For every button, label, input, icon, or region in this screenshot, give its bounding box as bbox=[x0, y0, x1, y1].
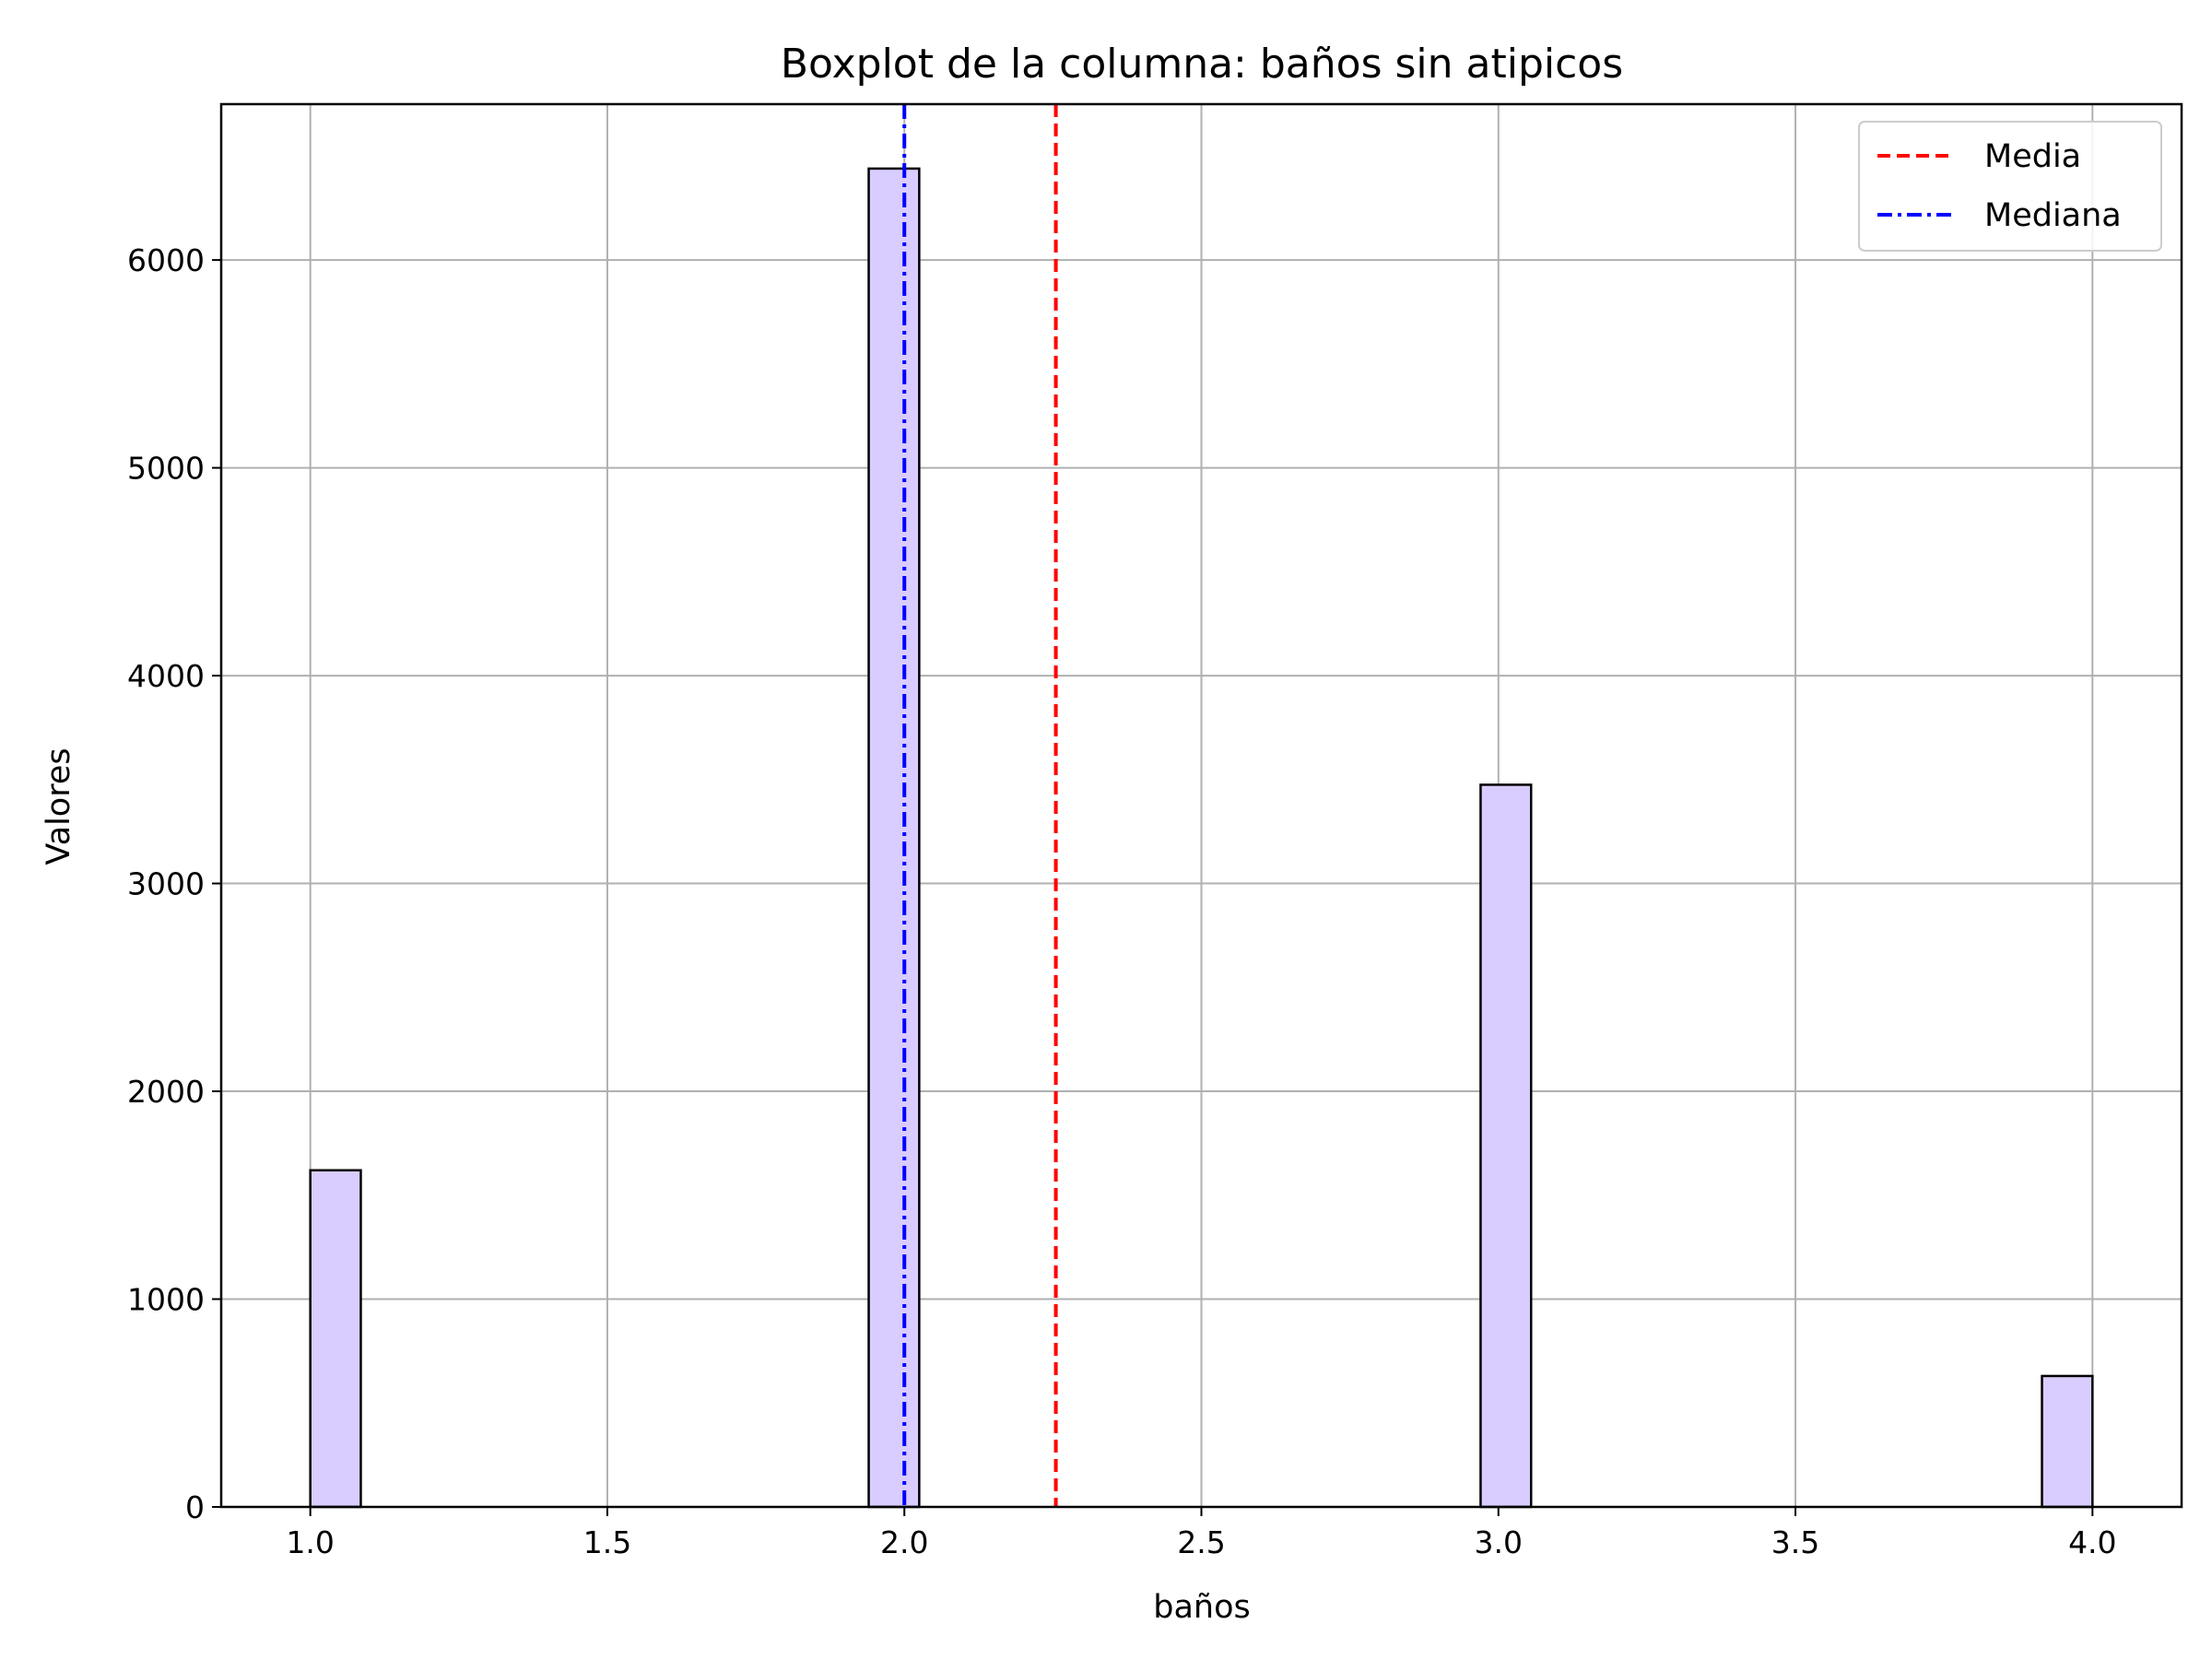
histogram-bar bbox=[1479, 783, 1533, 1509]
chart-title: Boxplot de la columna: baños sin atipico… bbox=[781, 41, 1623, 88]
ticks-layer: 1.0 1.5 2.0 2.5 3.0 3.5 4.0 0 1000 2000 3000 4000 50… bbox=[127, 242, 2117, 1560]
y-tick-label: 5000 bbox=[127, 451, 205, 487]
y-tick-label: 3000 bbox=[127, 866, 205, 902]
legend-box bbox=[1858, 121, 2162, 252]
histogram-bar bbox=[309, 1169, 362, 1509]
legend: Media Mediana bbox=[1858, 121, 2162, 252]
x-tick-label: 4.0 bbox=[2068, 1524, 2116, 1560]
x-tick-label: 3.0 bbox=[1475, 1524, 1523, 1560]
reference-lines-layer bbox=[902, 104, 1058, 1507]
x-tick-label: 1.0 bbox=[286, 1524, 334, 1560]
bars-layer bbox=[309, 167, 2094, 1509]
y-axis-label: Valores bbox=[41, 747, 77, 865]
y-tick-label: 6000 bbox=[127, 242, 205, 278]
y-tick-label: 2000 bbox=[127, 1074, 205, 1110]
x-tick-label: 1.5 bbox=[583, 1524, 631, 1560]
x-tick-label: 3.5 bbox=[1771, 1524, 1819, 1560]
y-tick-label: 0 bbox=[185, 1489, 205, 1525]
x-tick-label: 2.0 bbox=[880, 1524, 928, 1560]
y-tick-label: 4000 bbox=[127, 658, 205, 694]
histogram-bar bbox=[2041, 1374, 2094, 1509]
legend-label: Media bbox=[1984, 138, 2081, 175]
y-tick-label: 1000 bbox=[127, 1282, 205, 1318]
x-tick-label: 2.5 bbox=[1177, 1524, 1225, 1560]
histogram-bar bbox=[867, 167, 921, 1509]
legend-label: Mediana bbox=[1984, 197, 2122, 234]
x-axis-label: baños bbox=[1153, 1589, 1251, 1626]
